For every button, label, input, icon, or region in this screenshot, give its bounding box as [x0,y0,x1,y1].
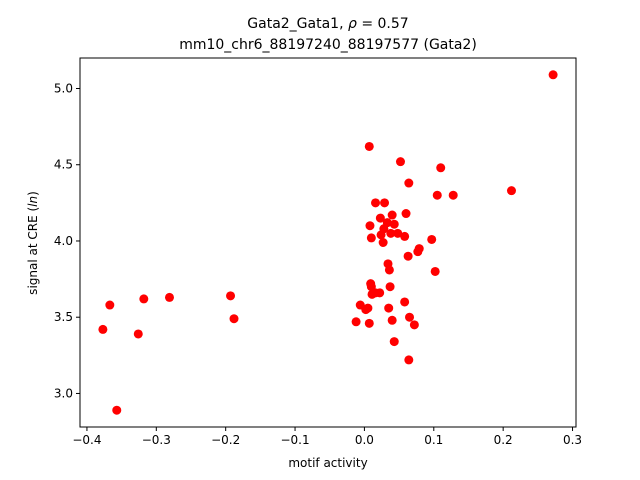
chart-title-line-2: mm10_chr6_88197240_88197577 (Gata2) [179,37,477,53]
data-point [389,219,399,229]
data-point [226,291,236,301]
data-point [365,221,375,231]
x-tick-label: 0.3 [563,433,582,447]
data-points [98,70,558,415]
data-point [112,405,122,415]
data-point [404,178,414,188]
x-axis-label: motif activity [288,456,367,470]
data-point [427,234,437,244]
data-point [386,228,396,238]
data-point [366,233,376,243]
data-point [380,198,390,208]
data-point [548,70,558,80]
data-point [409,320,419,330]
data-point [98,324,108,334]
data-point [387,210,397,220]
y-tick-label: 3.0 [54,386,73,400]
y-axis-ticks: 3.0 3.5 4.0 4.5 5.0 [54,81,80,400]
data-point [375,213,385,223]
data-point [364,141,374,151]
x-axis-ticks: −0.4 −0.3 −0.2 −0.1 0.0 0.1 0.2 0.3 [72,427,582,447]
chart-title: Gata2_Gata1, ρ = 0.57 mm10_chr6_88197240… [179,16,477,53]
data-point [384,265,394,275]
x-tick-label: 0.2 [494,433,513,447]
data-point [405,312,415,322]
data-point [229,314,239,324]
data-point [364,318,374,328]
x-tick-label: −0.3 [142,433,171,447]
chart-title-line-1: Gata2_Gata1, ρ = 0.57 [247,16,408,32]
data-point [387,315,397,325]
data-point [430,266,440,276]
data-point [371,288,381,298]
data-point [436,163,446,173]
x-tick-label: 0.0 [355,433,374,447]
data-point [371,198,381,208]
data-point [384,303,394,313]
data-point [164,292,174,302]
data-point [378,238,388,247]
data-point [448,190,458,200]
x-tick-label: −0.4 [72,433,101,447]
data-point [133,329,143,339]
y-tick-label: 4.5 [54,158,73,172]
y-tick-label: 4.0 [54,234,73,248]
data-point [403,251,413,261]
data-point [139,294,149,304]
data-point [395,157,405,167]
data-point [351,317,361,327]
data-point [432,190,442,200]
y-tick-label: 5.0 [54,81,73,95]
data-point [401,209,411,219]
data-point [400,231,410,241]
x-tick-label: −0.2 [211,433,240,447]
data-point [385,282,395,292]
y-axis-label: signal at CRE (ln) [26,191,40,295]
plot-frame [79,57,577,428]
data-point [105,300,115,310]
data-point [361,305,371,315]
data-point [393,228,403,238]
y-tick-label: 3.5 [54,310,73,324]
x-tick-label: −0.1 [280,433,309,447]
data-point [506,186,516,196]
data-point [400,297,410,307]
data-point [376,230,386,240]
x-tick-label: 0.1 [424,433,443,447]
data-point [389,337,399,347]
data-point [404,355,414,365]
data-point [413,247,423,257]
